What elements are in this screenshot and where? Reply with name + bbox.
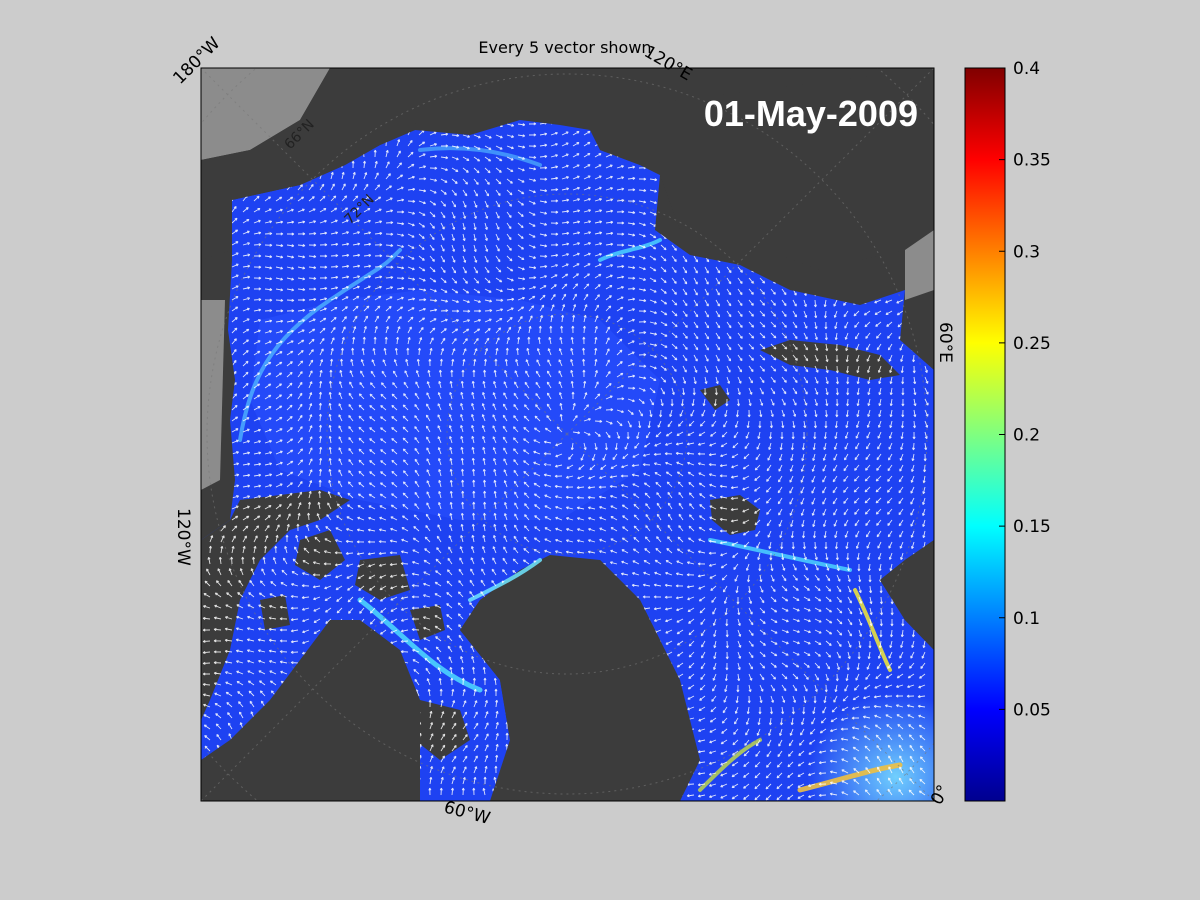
gray-ocean-left: [201, 300, 225, 490]
colorbar-tick-label: 0.35: [1013, 151, 1051, 171]
colorbar-tick-label: 0.3: [1013, 242, 1040, 262]
map-frame: [200, 67, 935, 802]
alaska-coast: [201, 68, 420, 260]
archipelago-3: [260, 595, 290, 630]
islands: [201, 68, 934, 801]
sea-ice-tone: [250, 290, 660, 520]
archipelago-1: [295, 530, 345, 580]
colorbar-tick-label: 0.15: [1013, 517, 1051, 537]
canada-coast: [201, 490, 350, 720]
gray-ocean-topleft: [201, 68, 330, 160]
graticule: [201, 68, 934, 801]
lon-label-120w: 120°W: [173, 508, 193, 566]
archipelago-5: [410, 605, 445, 640]
svalbard: [710, 495, 760, 535]
lon-label-60w: 60°W: [442, 798, 493, 830]
colorbar-ticks: 0.4 0.35 0.3 0.25 0.2 0.15 0.1 0.05: [999, 59, 1051, 720]
novaya-zemlya: [760, 340, 900, 380]
franz-josef-land: [700, 385, 730, 410]
archipelago-4: [330, 635, 355, 665]
iceland: [415, 700, 470, 760]
date-label: 01-May-2009: [704, 93, 918, 134]
colorbar-tick-label: 0.05: [1013, 700, 1051, 720]
colorbar-tick-label: 0.4: [1013, 59, 1040, 79]
map-panel: [201, 68, 934, 801]
colorbar-tick-label: 0.25: [1013, 334, 1051, 354]
map-title: Every 5 vector shown: [478, 38, 651, 57]
colorbar-tick-label: 0.1: [1013, 609, 1040, 629]
siberia-coast: [600, 68, 934, 270]
colorbar-tick-label: 0.2: [1013, 426, 1040, 446]
greenland: [460, 560, 690, 801]
colorbar: 0.4 0.35 0.3 0.25 0.2 0.15 0.1 0.05: [964, 59, 1051, 802]
scandinavia: [880, 540, 934, 650]
lon-label-60e: 60°E: [935, 322, 955, 363]
